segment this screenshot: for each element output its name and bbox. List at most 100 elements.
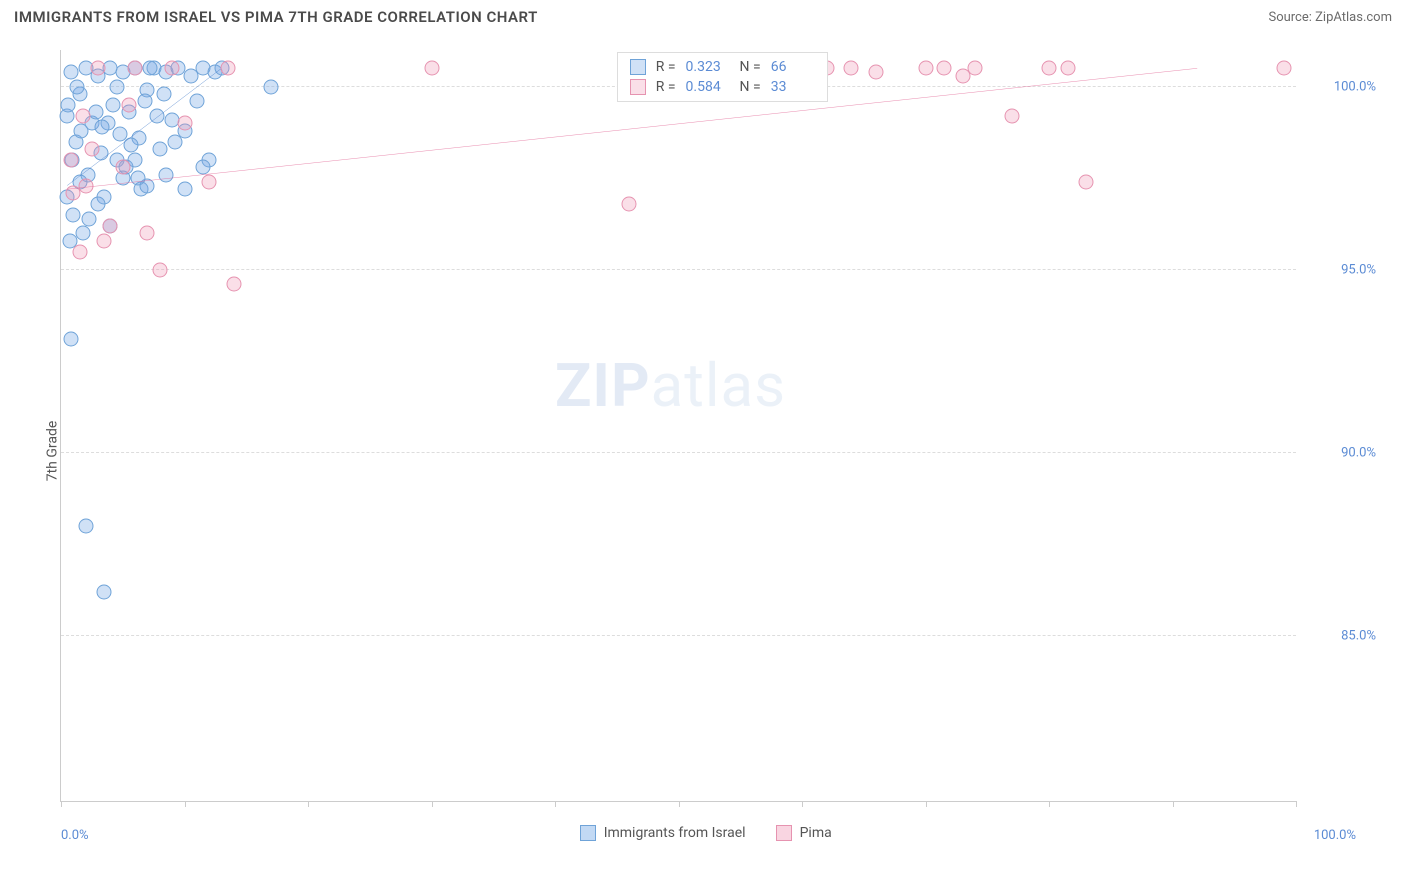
legend-swatch (776, 825, 792, 841)
data-point (156, 86, 171, 101)
data-point (109, 79, 124, 94)
data-point (263, 79, 278, 94)
data-point (66, 207, 81, 222)
legend-swatch (580, 825, 596, 841)
data-point (76, 108, 91, 123)
data-point (937, 61, 952, 76)
data-point (113, 127, 128, 142)
source-prefix: Source: (1268, 10, 1315, 25)
x-tick (185, 801, 186, 807)
data-point (70, 79, 85, 94)
chart-title: IMMIGRANTS FROM ISRAEL VS PIMA 7TH GRADE… (14, 8, 538, 26)
data-point (165, 61, 180, 76)
x-tick (555, 801, 556, 807)
trend-line (61, 50, 1296, 801)
data-point (189, 94, 204, 109)
x-tick (926, 801, 927, 807)
source-link[interactable]: ZipAtlas.com (1315, 10, 1392, 25)
data-point (128, 61, 143, 76)
correlation-legend: R = 0.323 N = 66 R = 0.584 N = 33 (617, 52, 828, 102)
data-point (220, 61, 235, 76)
x-tick (432, 801, 433, 807)
y-tick-label: 95.0% (1341, 262, 1376, 277)
data-point (121, 97, 136, 112)
trend-line (61, 50, 1296, 801)
stat-n-label: N = (740, 59, 761, 75)
data-point (63, 64, 78, 79)
data-point (84, 141, 99, 156)
x-tick (1296, 801, 1297, 807)
legend-row: R = 0.584 N = 33 (618, 77, 827, 97)
data-point (202, 174, 217, 189)
data-point (115, 160, 130, 175)
data-point (1060, 61, 1075, 76)
stat-n-value: 33 (771, 79, 815, 95)
data-point (622, 196, 637, 211)
data-point (226, 277, 241, 292)
stat-r-value: 0.584 (686, 79, 730, 95)
stat-n-label: N = (740, 79, 761, 95)
data-point (152, 141, 167, 156)
data-point (1042, 61, 1057, 76)
gridline (61, 635, 1296, 636)
data-point (150, 108, 165, 123)
data-point (869, 64, 884, 79)
x-tick (61, 801, 62, 807)
plot-region: ZIPatlas 85.0%90.0%95.0%100.0%0.0%100.0%… (60, 50, 1296, 802)
legend-swatch (630, 59, 646, 75)
y-tick-label: 90.0% (1341, 445, 1376, 460)
data-point (63, 332, 78, 347)
y-axis-label: 7th Grade (44, 421, 60, 482)
data-point (1276, 61, 1291, 76)
data-point (73, 123, 88, 138)
stat-r-value: 0.323 (686, 59, 730, 75)
data-point (844, 61, 859, 76)
data-point (918, 61, 933, 76)
data-point (1004, 108, 1019, 123)
stat-r-label: R = (656, 79, 676, 95)
data-point (63, 152, 78, 167)
x-tick (1173, 801, 1174, 807)
chart-area: 7th Grade ZIPatlas 85.0%90.0%95.0%100.0%… (30, 40, 1396, 862)
data-point (137, 94, 152, 109)
data-point (158, 167, 173, 182)
data-point (91, 196, 106, 211)
legend-swatch (630, 79, 646, 95)
y-tick-label: 100.0% (1334, 79, 1376, 94)
data-point (177, 182, 192, 197)
data-point (424, 61, 439, 76)
data-point (78, 178, 93, 193)
data-point (167, 134, 182, 149)
data-point (130, 171, 145, 186)
x-tick-label-min: 0.0% (61, 828, 89, 843)
gridline (61, 269, 1296, 270)
stat-r-label: R = (656, 59, 676, 75)
data-point (78, 519, 93, 534)
data-point (76, 226, 91, 241)
legend-item: Pima (776, 825, 832, 841)
data-point (152, 262, 167, 277)
x-tick (802, 801, 803, 807)
legend-item: Immigrants from Israel (580, 825, 746, 841)
chart-header: IMMIGRANTS FROM ISRAEL VS PIMA 7TH GRADE… (0, 0, 1406, 30)
data-point (103, 218, 118, 233)
data-point (72, 244, 87, 259)
data-point (82, 211, 97, 226)
source-attribution: Source: ZipAtlas.com (1268, 10, 1392, 25)
data-point (61, 97, 76, 112)
data-point (91, 61, 106, 76)
data-point (105, 97, 120, 112)
data-point (142, 61, 157, 76)
data-point (967, 61, 982, 76)
stat-n-value: 66 (771, 59, 815, 75)
watermark: ZIPatlas (555, 350, 786, 421)
y-tick-label: 85.0% (1341, 629, 1376, 644)
gridline (61, 452, 1296, 453)
legend-row: R = 0.323 N = 66 (618, 57, 827, 77)
data-point (140, 226, 155, 241)
data-point (124, 138, 139, 153)
data-point (177, 116, 192, 131)
data-point (1079, 174, 1094, 189)
data-point (97, 585, 112, 600)
legend-label: Immigrants from Israel (604, 825, 746, 841)
